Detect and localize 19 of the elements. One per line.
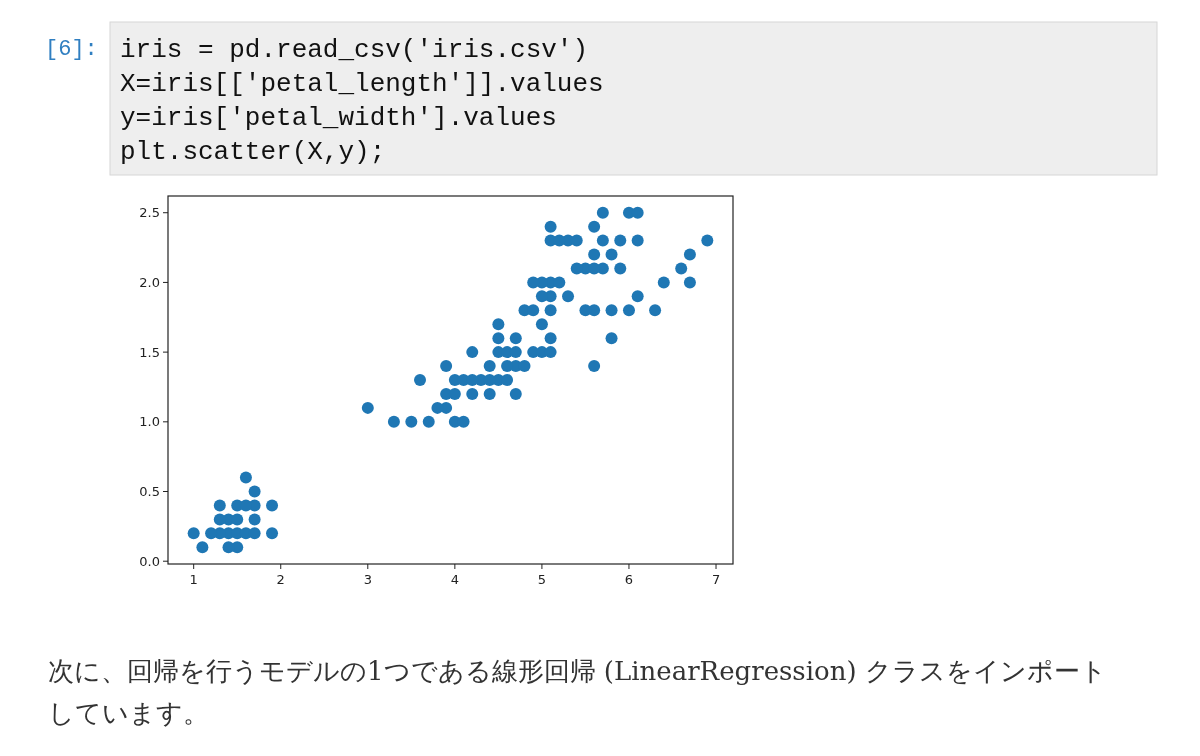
text: y=iris['petal_width'].values: [120, 103, 557, 133]
x-tick-label: 4: [450, 572, 459, 587]
x-tick-label: 7: [711, 572, 721, 587]
x-tick-label: 6: [624, 572, 634, 587]
y-tick-label: 2.5: [139, 205, 160, 221]
text: plt.scatter(X,y);: [120, 137, 386, 167]
y-tick-label: 0.5: [139, 484, 160, 500]
x-tick-label: 1: [189, 572, 198, 587]
x-tick-label: 3: [363, 572, 372, 587]
text: iris = pd.read_csv('iris.csv'): [120, 35, 589, 65]
y-tick-label: 2.0: [139, 274, 160, 290]
text: X=iris[['petal_length']].values: [120, 69, 604, 99]
x-tick-label: 5: [537, 572, 547, 587]
x-tick-label: 2: [276, 572, 285, 587]
y-tick-label: 1.0: [139, 414, 160, 430]
text: 次に、回帰を行うモデルの1つである線形回帰 (LinearRegression) クラスをインポートしています。: [48, 656, 1107, 728]
text: [6]:: [45, 37, 98, 62]
y-tick-label: 1.5: [139, 344, 160, 360]
y-tick-label: 0.0: [139, 553, 160, 569]
